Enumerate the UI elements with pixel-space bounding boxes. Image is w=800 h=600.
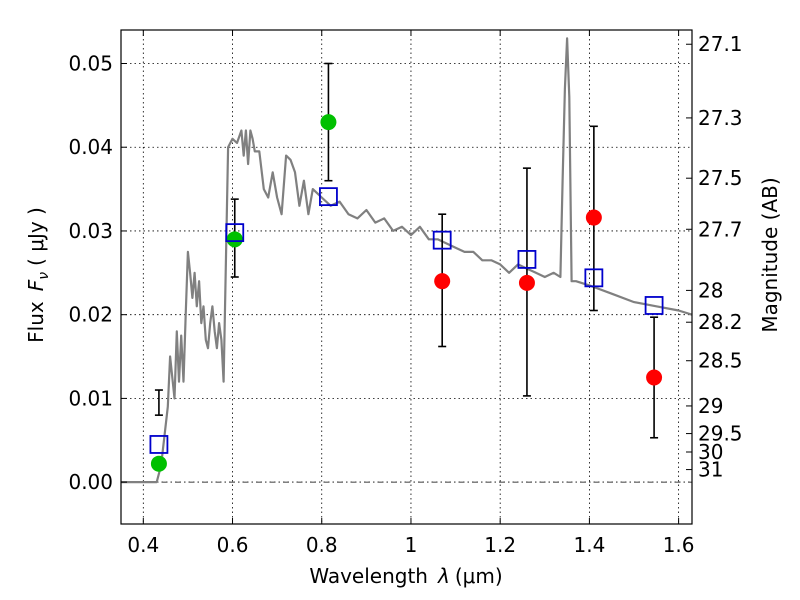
model-photometry-point	[432, 230, 452, 250]
magnitude-axis-label: Magnitude (AB)	[758, 177, 782, 332]
x-axis-ticks: 0.4 0.6 0.8 1 1.2 1.4 1.6	[127, 30, 695, 557]
model-photometry-point	[644, 296, 664, 315]
x-tick-label: 0.6	[217, 533, 249, 557]
model-spectrum-line	[121, 37, 693, 484]
x-axis-label-text: Wavelength	[309, 564, 428, 588]
y-axis-label-symbol: F	[24, 279, 48, 291]
error-bars	[154, 62, 659, 439]
x-tick-label: 1.4	[573, 533, 605, 557]
magnitude-tick-label: 28.2	[698, 310, 743, 334]
observed-point-upper	[434, 273, 451, 290]
model-photometry-point	[149, 435, 169, 454]
magnitude-tick-label: 30	[698, 440, 723, 464]
model-photometry-point	[517, 250, 537, 269]
model-photometry-point	[584, 268, 604, 288]
y-tick-label: 0.02	[68, 303, 113, 327]
observed-point-upper	[646, 369, 663, 386]
y-tick-label: 0.04	[68, 135, 113, 159]
magnitude-tick-label: 27.3	[698, 106, 743, 130]
y-tick-label: 0.03	[68, 219, 113, 243]
observed-point-upper	[518, 274, 535, 291]
y-axis-label-subscript: ν	[36, 272, 52, 280]
x-tick-label: 0.4	[127, 533, 159, 557]
y-axis-label: Flux Fν ( μJy )	[24, 207, 52, 343]
magnitude-tick-label: 28	[698, 278, 723, 302]
magnitude-tick-label: 27.1	[698, 32, 743, 56]
model-photometry-points	[149, 187, 664, 454]
y-tick-label: 0.01	[68, 386, 113, 410]
y-axis-ticks: 0.00 0.01 0.02 0.03 0.04 0.05	[68, 51, 127, 494]
x-tick-label: 1.2	[484, 533, 516, 557]
grid	[121, 30, 692, 524]
magnitude-tick-label: 31	[698, 458, 723, 482]
magnitude-tick-label: 28.5	[698, 349, 743, 373]
magnitude-tick-label: 29	[698, 394, 723, 418]
magnitude-tick-label: 27.5	[698, 166, 743, 190]
observed-point-upper	[585, 209, 602, 226]
x-axis-label-symbol: λ	[437, 564, 450, 588]
model-photometry-point	[319, 187, 338, 207]
y-axis-label-unit: ( μJy )	[24, 207, 48, 266]
magnitude-tick-label: 29.5	[698, 422, 743, 446]
x-tick-label: 1	[405, 533, 418, 557]
y-axis-label-text: Flux	[24, 301, 48, 343]
observed-points	[150, 114, 663, 472]
model-spectrum	[121, 37, 693, 484]
x-tick-label: 1.6	[663, 533, 695, 557]
x-axis-label-unit: (μm)	[455, 564, 503, 588]
y-tick-label: 0.05	[68, 51, 113, 75]
x-tick-label: 0.8	[306, 533, 338, 557]
observed-point-detected	[320, 114, 337, 131]
observed-point-detected	[150, 455, 167, 472]
observed-point-detected	[226, 231, 243, 248]
magnitude-tick-label: 27.7	[698, 217, 743, 241]
y-tick-label: 0.00	[68, 470, 113, 494]
model-photometry-point	[225, 223, 245, 243]
plot-frame	[120, 29, 693, 525]
x-axis-label: Wavelength λ (μm)	[309, 564, 502, 588]
